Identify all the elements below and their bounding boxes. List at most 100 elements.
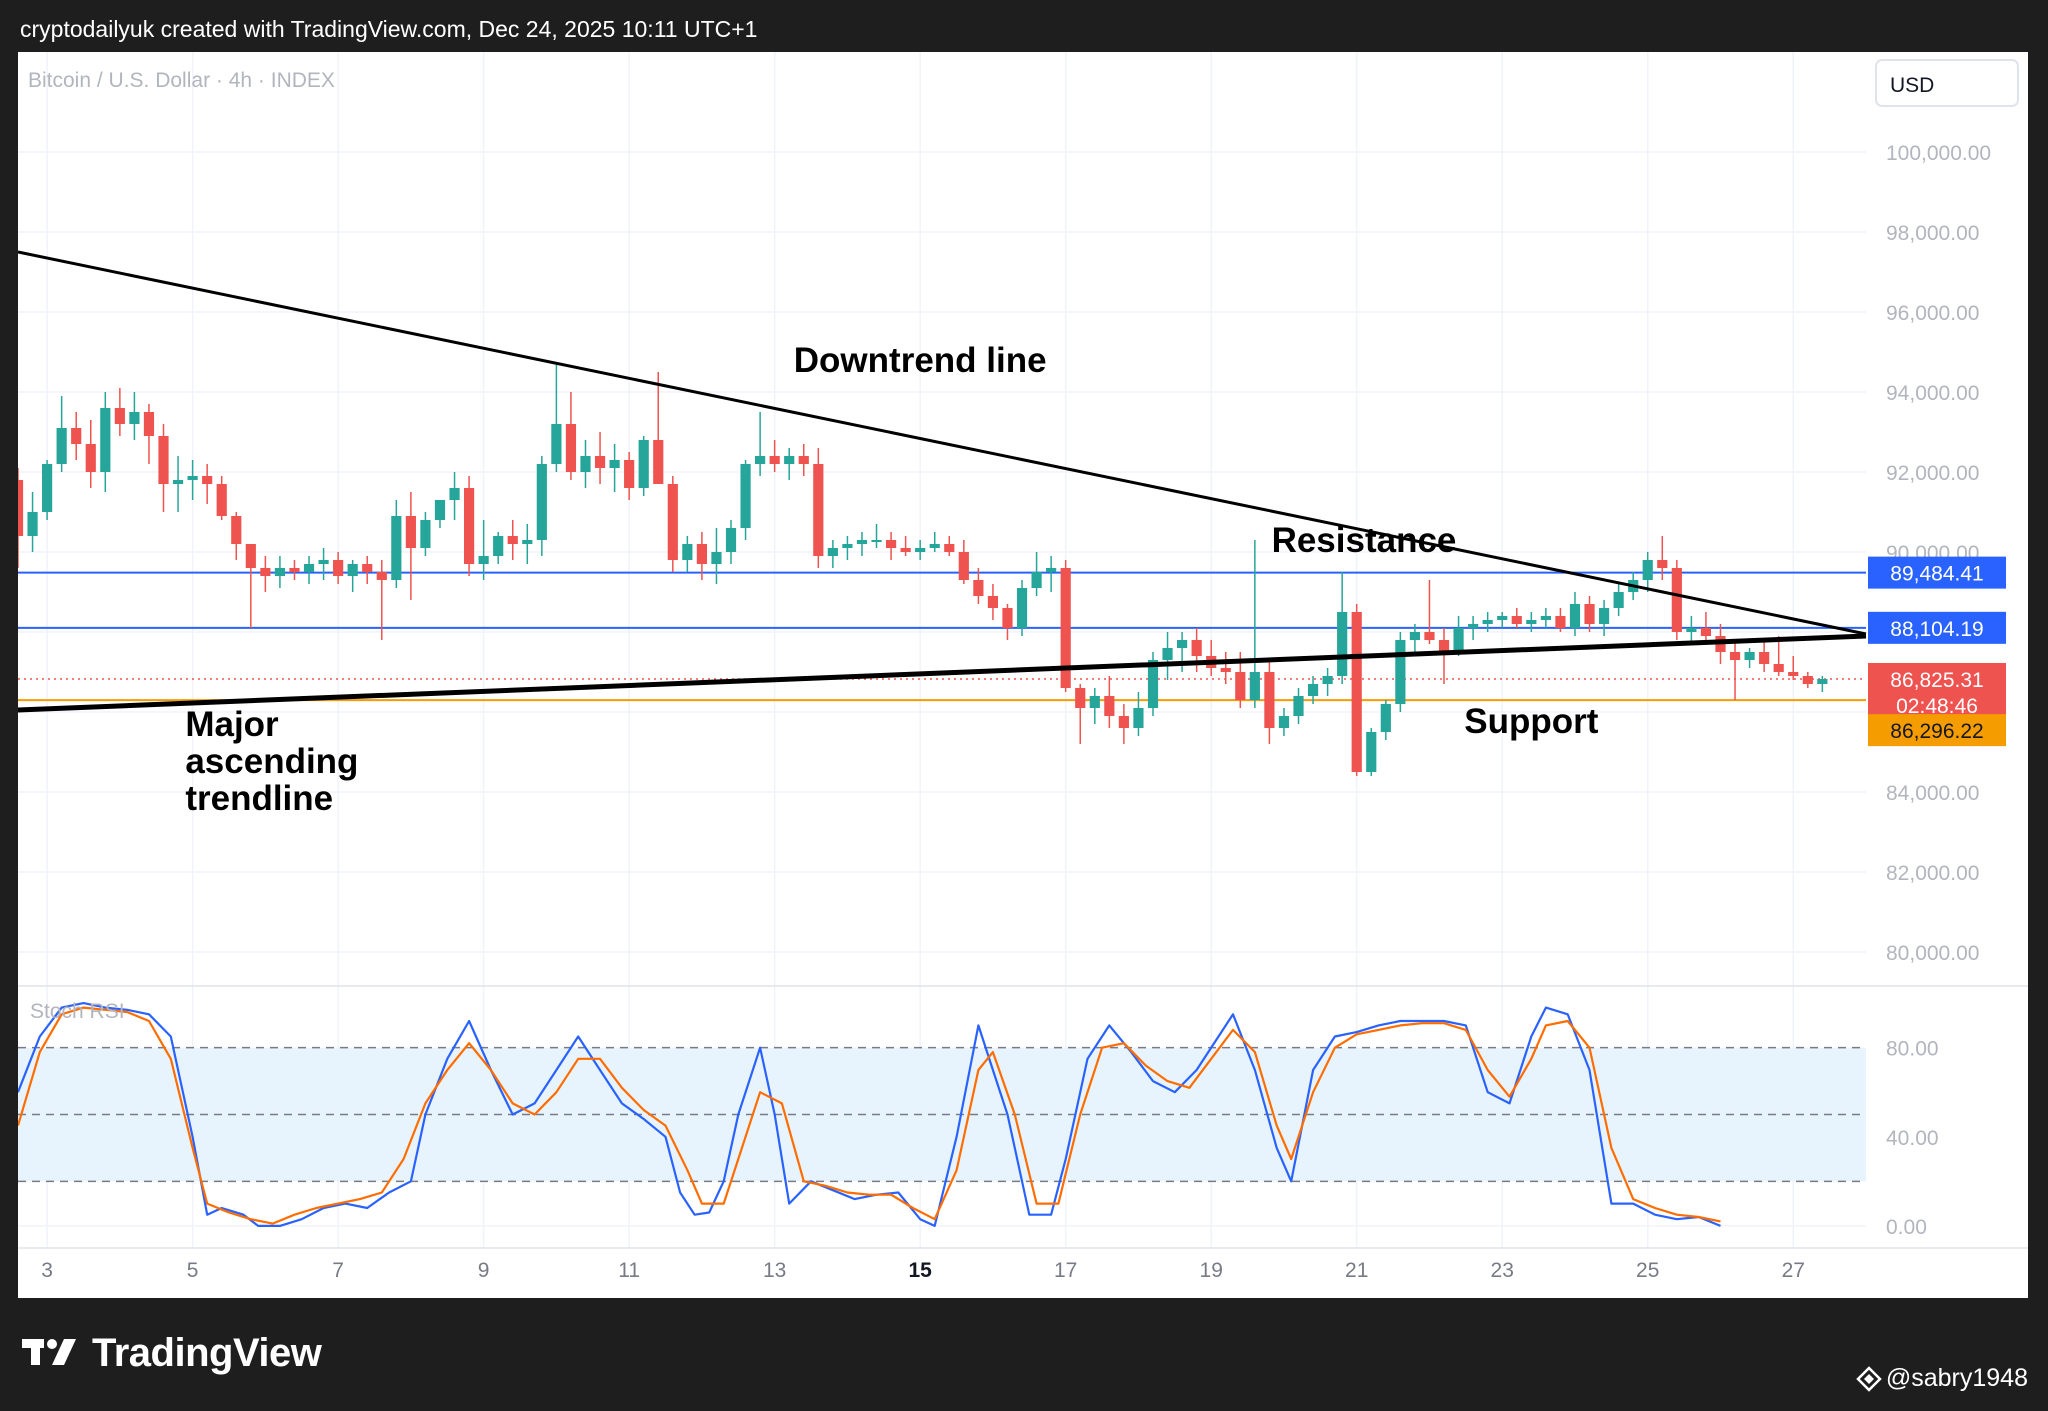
candle-body: [1307, 684, 1319, 696]
candle-body: [143, 412, 155, 436]
candle: [420, 512, 431, 556]
candle-body: [42, 464, 53, 512]
chart-canvas[interactable]: Downtrend line Resistance Support Major asce…: [18, 52, 2028, 1298]
candle-body: [1497, 616, 1508, 620]
candle: [1060, 560, 1071, 692]
candle: [1147, 652, 1159, 716]
candle: [1278, 708, 1290, 736]
candle-body: [303, 564, 315, 572]
candle-body: [682, 544, 693, 560]
candle-body: [1482, 620, 1493, 624]
candle-body: [1788, 672, 1799, 676]
candle-body: [1060, 568, 1071, 688]
candle-body: [289, 568, 300, 572]
candle-body: [1700, 628, 1712, 636]
candle: [638, 436, 649, 496]
support-price-label: 86,296.22: [1890, 720, 1983, 743]
candle: [71, 412, 82, 460]
candle: [42, 460, 53, 520]
candle-body: [1526, 620, 1537, 624]
candle: [973, 568, 984, 604]
candle: [624, 452, 635, 500]
chart-panel[interactable]: Downtrend line Resistance Support Major asce…: [18, 52, 2028, 1298]
candle-body: [260, 568, 271, 576]
candle: [245, 544, 256, 628]
candle: [958, 540, 969, 584]
candle-body: [18, 480, 24, 536]
annotation-line: Support: [1464, 702, 1598, 741]
candle-body: [507, 536, 518, 544]
annotation-line: trendline: [185, 779, 333, 818]
candle-body: [1220, 668, 1231, 672]
candle: [333, 552, 344, 584]
candle-body: [27, 512, 38, 536]
time-tick-label: 15: [908, 1259, 932, 1282]
candle: [231, 512, 242, 560]
candle: [143, 404, 155, 464]
candle: [769, 440, 780, 472]
candle-body: [376, 572, 387, 580]
candle-body: [434, 500, 446, 520]
horizontal-lines: [18, 571, 1866, 702]
candle-body: [1729, 652, 1741, 660]
candle: [740, 460, 751, 540]
candle-body: [580, 456, 591, 472]
level-price-label: 88,104.19: [1890, 618, 1983, 641]
candle-body: [740, 464, 751, 528]
candle: [1773, 636, 1784, 676]
time-tick-label: 5: [187, 1259, 199, 1282]
candle-body: [1293, 696, 1304, 716]
candle-body: [565, 424, 577, 472]
candle: [653, 372, 664, 484]
candle-body: [1511, 616, 1522, 624]
candle: [1322, 668, 1333, 696]
candle: [1031, 552, 1042, 596]
candle: [1424, 580, 1435, 644]
candle: [1380, 700, 1391, 740]
candle: [56, 396, 67, 472]
candle: [260, 556, 271, 592]
candle-body: [274, 568, 286, 576]
stoch-rsi-lines: [18, 1001, 1721, 1228]
currency-button[interactable]: USD: [1875, 59, 2019, 107]
annotation-line: Resistance: [1272, 521, 1457, 560]
candle: [682, 536, 693, 572]
candle: [784, 448, 795, 480]
candle-body: [536, 464, 547, 540]
currency-label: USD: [1890, 74, 1934, 97]
candle-body: [667, 484, 678, 560]
candle: [667, 476, 678, 572]
time-tick-label: 9: [478, 1259, 490, 1282]
candle: [944, 536, 955, 556]
time-tick-label: 13: [763, 1259, 786, 1282]
candle-body: [1133, 708, 1144, 728]
time-tick-label: 3: [41, 1259, 53, 1282]
candle-body: [1016, 588, 1028, 628]
candle: [798, 444, 809, 476]
bar-countdown-label: 02:48:46: [1896, 695, 1978, 718]
candle: [391, 500, 402, 588]
candle: [434, 500, 446, 528]
candle-body: [900, 548, 911, 552]
candle: [609, 444, 620, 492]
candle-body: [1802, 676, 1813, 684]
candle-body: [1177, 640, 1188, 648]
price-tick-label: 82,000.00: [1886, 862, 1979, 885]
price-tick-label: 80,000.00: [1886, 942, 1979, 965]
symbol-title: Bitcoin / U.S. Dollar · 4h · INDEX: [28, 69, 335, 92]
candle: [885, 532, 897, 560]
candle-body: [1555, 616, 1566, 628]
candle: [1337, 572, 1348, 684]
candle-body: [71, 428, 82, 444]
tradingview-logo[interactable]: TradingView: [22, 1328, 322, 1378]
candle: [1802, 672, 1813, 688]
price-tick-label: 98,000.00: [1886, 222, 1979, 245]
candle: [1657, 536, 1668, 580]
candle-body: [172, 480, 184, 484]
trendline: [18, 633, 1867, 713]
candle: [1395, 632, 1406, 712]
candle-body: [609, 460, 620, 468]
candle: [449, 472, 460, 520]
candle-body: [1569, 604, 1581, 628]
candle-body: [318, 560, 329, 564]
